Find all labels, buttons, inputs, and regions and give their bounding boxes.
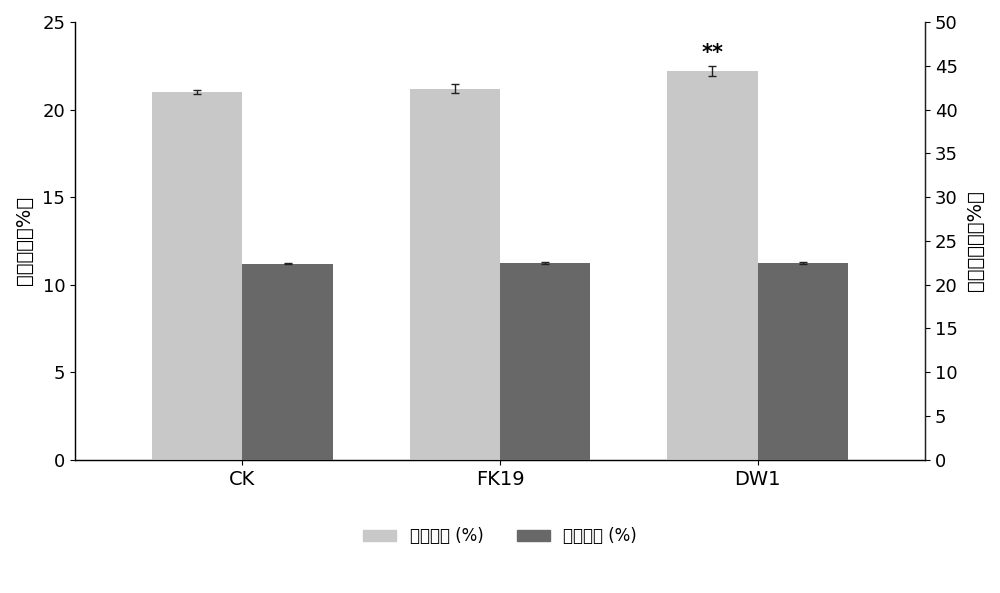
Bar <box>667 71 758 460</box>
Bar <box>410 88 500 460</box>
Bar <box>152 92 242 460</box>
Y-axis label: 蛋白质含量（%）: 蛋白质含量（%） <box>966 190 985 291</box>
Legend: 油脂含量 (%), 蛋白含量 (%): 油脂含量 (%), 蛋白含量 (%) <box>356 521 644 552</box>
Text: **: ** <box>701 43 723 63</box>
Bar <box>758 263 848 460</box>
Bar <box>500 263 590 460</box>
Y-axis label: 油脂含量（%）: 油脂含量（%） <box>15 196 34 285</box>
Bar <box>242 264 333 460</box>
